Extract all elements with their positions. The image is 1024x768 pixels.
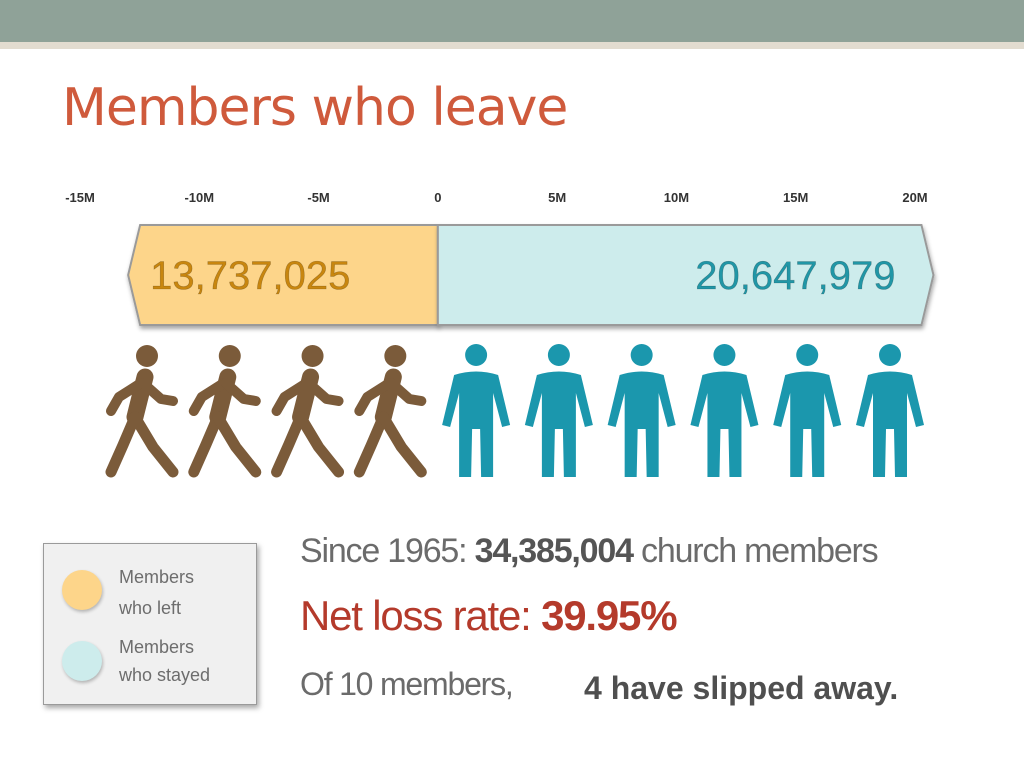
person-standing-icon xyxy=(690,344,759,477)
legend-item-left: Members who left xyxy=(62,562,252,622)
x-tick-label: -10M xyxy=(184,190,215,205)
legend-swatch-left xyxy=(62,570,102,610)
person-standing-icon xyxy=(607,344,676,477)
slipped-away-text: 4 have slipped away. xyxy=(584,670,899,706)
x-tick-label: 10M xyxy=(663,190,690,205)
legend: Members who left Members who stayed xyxy=(43,543,257,705)
legend-label-stayed: Members who stayed xyxy=(119,637,211,685)
x-tick-label: 0 xyxy=(434,190,442,205)
legend-item-stayed: Members who stayed xyxy=(62,633,252,693)
x-tick-label: 15M xyxy=(783,190,809,205)
x-tick-label: 5M xyxy=(548,190,567,205)
person-standing-icon xyxy=(442,344,511,477)
net-loss-line: Net loss rate: 39.95% xyxy=(300,592,678,639)
person-walking-icon xyxy=(271,345,345,478)
total-members-value: 34,385,004 xyxy=(474,532,634,570)
legend-label-left: Members who left xyxy=(119,567,195,618)
slide-title: Members who leave xyxy=(62,78,568,138)
net-loss-value: 39.95% xyxy=(541,592,677,639)
header-stripe xyxy=(0,42,1024,49)
person-standing-icon xyxy=(524,344,593,477)
legend-swatch-stayed xyxy=(62,641,102,681)
of-ten-text: Of 10 members, xyxy=(300,666,514,702)
x-tick-label: -5M xyxy=(307,190,330,205)
x-tick-label: 20M xyxy=(902,190,928,205)
x-tick-label: -15M xyxy=(65,190,95,205)
person-standing-icon xyxy=(773,344,842,477)
person-standing-icon xyxy=(856,344,924,477)
bar-right xyxy=(436,224,935,326)
since-line: Since 1965: 34,385,004 church members xyxy=(300,532,879,570)
bar-left-value-label: 13,737,025 xyxy=(150,254,350,298)
person-walking-icon xyxy=(188,345,262,478)
header-band xyxy=(0,0,1024,42)
membership-chart: 13,737,025 20,647,979 xyxy=(105,224,935,478)
bar-right-value-label: 20,647,979 xyxy=(695,254,895,298)
person-walking-icon xyxy=(353,345,427,478)
axis-tick-labels: -15M -10M -5M 0 5M 10M 15M 20M xyxy=(0,190,1024,212)
person-walking-icon xyxy=(105,345,179,478)
